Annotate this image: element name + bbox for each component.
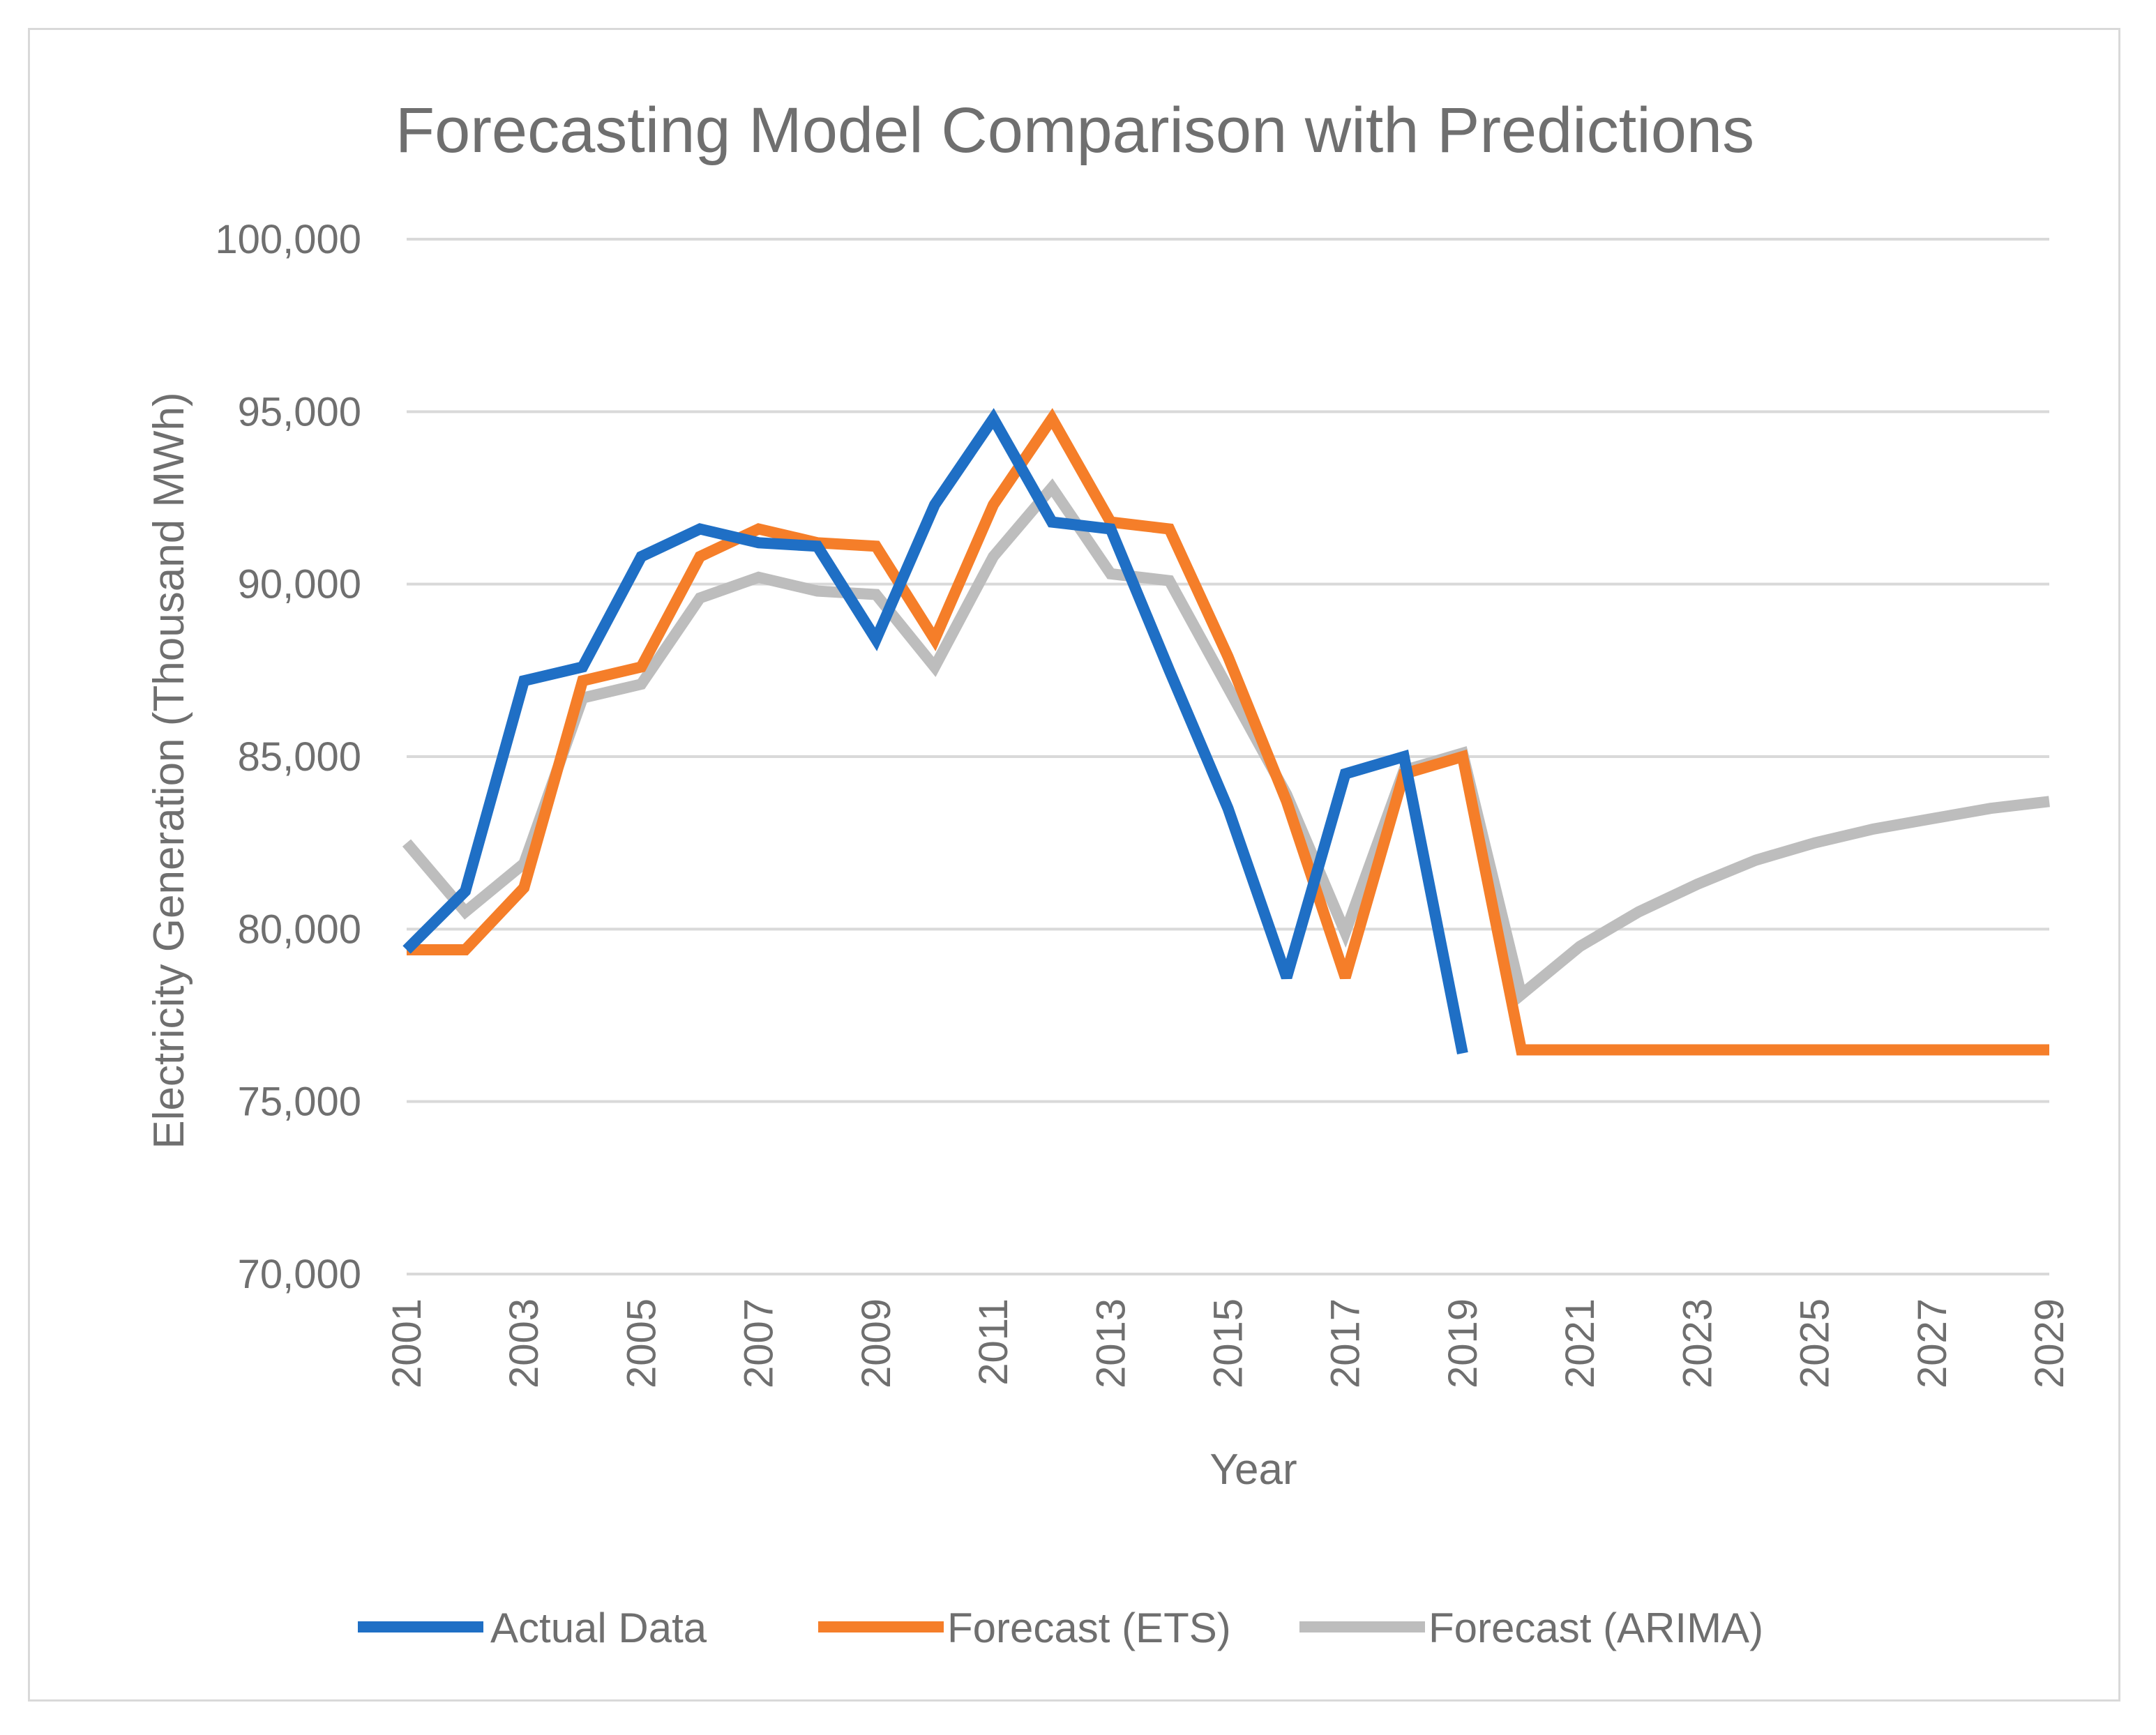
chart-title: Forecasting Model Comparison with Predic… [395, 95, 1754, 166]
y-tick-label: 75,000 [238, 1079, 361, 1125]
y-axis-ticks: 70,000 75,000 80,000 85,000 90,000 95,000 100,… [215, 217, 361, 1297]
y-tick-label: 90,000 [238, 562, 361, 607]
x-axis-ticks: 2001 2003 2005 2007 2009 2011 2013 2015 2017 2019… [384, 1298, 2072, 1388]
chart: Forecasting Model Comparison with Predic… [145, 95, 2072, 1651]
gridlines [407, 238, 2049, 1275]
y-tick-label: 100,000 [215, 217, 361, 262]
series-line-forecast-arima [402, 478, 2050, 1005]
y-tick-label: 85,000 [238, 734, 361, 780]
x-tick-label: 2017 [1323, 1298, 1369, 1388]
x-tick-label: 2007 [737, 1298, 782, 1388]
x-tick-label: 2015 [1206, 1298, 1251, 1388]
legend-label-actual-data: Actual Data [490, 1605, 707, 1651]
y-axis-title: Electricity Generation (Thousand MWh) [145, 392, 193, 1149]
x-tick-label: 2009 [854, 1298, 899, 1388]
x-tick-label: 2029 [2027, 1298, 2072, 1388]
legend: Actual Data Forecast (ETS) Forecast (ARIMA… [358, 1605, 1763, 1651]
x-tick-label: 2027 [1910, 1298, 1955, 1388]
x-tick-label: 2023 [1675, 1298, 1720, 1388]
legend-label-forecast-arima: Forecast (ARIMA) [1428, 1605, 1763, 1651]
x-tick-label: 2005 [619, 1298, 664, 1388]
y-tick-label: 70,000 [238, 1252, 361, 1297]
series-line-forecast-ets [407, 408, 2049, 1056]
x-axis-title: Year [1209, 1446, 1297, 1494]
y-tick-label: 80,000 [238, 907, 361, 952]
x-tick-label: 2025 [1793, 1298, 1838, 1388]
x-tick-label: 2019 [1440, 1298, 1486, 1388]
series-line-actual-data [402, 408, 1468, 1054]
x-tick-label: 2013 [1088, 1298, 1133, 1388]
y-tick-label: 95,000 [238, 389, 361, 434]
series-lines [402, 408, 2050, 1056]
x-tick-label: 2001 [384, 1298, 430, 1388]
chart-frame: Forecasting Model Comparison with Predic… [28, 28, 2120, 1702]
x-tick-label: 2011 [971, 1298, 1016, 1386]
x-tick-label: 2003 [502, 1298, 547, 1388]
x-tick-label: 2021 [1558, 1298, 1603, 1388]
legend-label-forecast-ets: Forecast (ETS) [947, 1605, 1231, 1651]
